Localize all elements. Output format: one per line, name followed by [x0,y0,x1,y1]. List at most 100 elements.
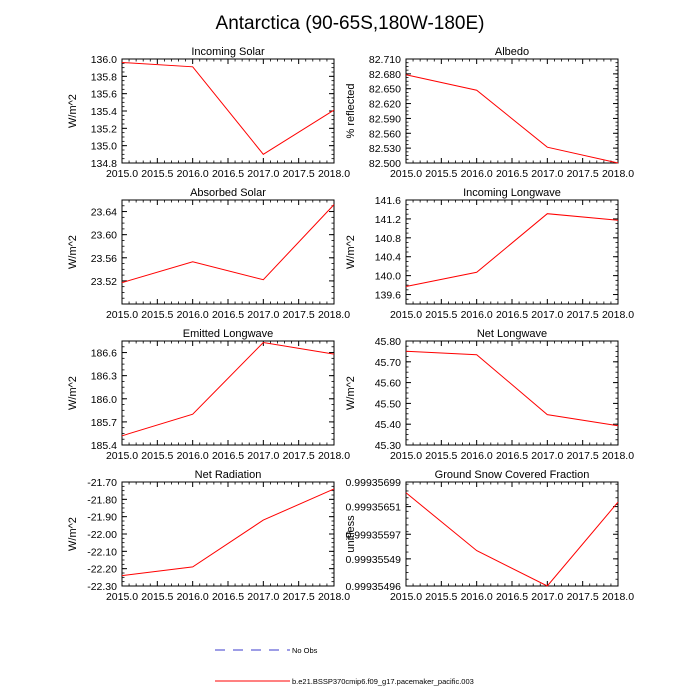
x-tick-label: 2017.0 [247,450,279,462]
y-tick-label: 0.99935597 [346,529,402,541]
x-tick-label: 2016.0 [177,450,209,462]
x-tick-label: 2015.0 [390,309,422,321]
plot-frame [121,199,335,305]
x-tick-label: 2017.5 [283,450,315,462]
y-tick-label: 135.8 [91,71,117,83]
x-tick-label: 2018.0 [318,450,350,462]
x-tick-label: 2015.5 [141,168,173,180]
x-tick-label: 2015.0 [390,450,422,462]
x-tick-label: 2016.0 [177,168,209,180]
x-tick-label: 2016.0 [177,591,209,603]
x-tick-label: 2016.5 [496,168,528,180]
x-tick-label: 2017.0 [531,168,563,180]
y-tick-label: 141.2 [375,214,401,226]
x-tick-label: 2018.0 [602,309,634,321]
y-tick-label: 82.650 [369,84,401,96]
series-line [405,74,619,164]
y-tick-label: 186.0 [91,394,117,406]
y-axis-label: W/m^2 [67,376,79,410]
y-tick-label: 140.0 [375,271,401,283]
x-tick-label: 2016.5 [496,309,528,321]
chart-panel-2: Albedo 2015.0 2015.5 2016.0 2016.5 2017.0 2017… [345,46,634,180]
x-tick-label: 2018.0 [602,450,634,462]
x-tick-label: 2016.5 [212,168,244,180]
y-tick-label: 0.99935496 [346,581,402,593]
x-tick-label: 2015.5 [425,309,457,321]
series-line [121,341,335,437]
chart-title: Emitted Longwave [183,328,274,340]
x-tick-label: 2015.5 [425,591,457,603]
y-tick-label: 135.6 [91,89,117,101]
legend-label-no-obs: No Obs [292,646,318,655]
y-axis-label: W/m^2 [67,94,79,128]
y-axis-label: % reflected [345,83,357,138]
y-tick-label: -21.70 [87,477,117,489]
page-title: Antarctica (90-65S,180W-180E) [216,13,485,34]
y-tick-label: 136.0 [91,54,117,66]
y-axis-label: W/m^2 [345,235,357,269]
plot-frame [405,58,619,164]
y-tick-label: -22.30 [87,581,117,593]
y-tick-label: 0.99935651 [346,502,402,514]
series-line [405,492,619,587]
x-tick-label: 2016.5 [212,591,244,603]
plot-frame [121,340,335,446]
y-tick-label: 45.50 [375,398,401,410]
y-tick-label: 134.8 [91,158,117,170]
plot-frame [405,481,619,587]
series-line [405,213,619,287]
legend: No Obs b.e21.BSSP370cmip6.f09_g17.pacema… [215,646,474,686]
y-axis-label: W/m^2 [345,376,357,410]
y-tick-label: 135.4 [91,106,117,118]
y-axis-label: W/m^2 [67,517,79,551]
y-tick-label: 82.710 [369,54,401,66]
y-tick-label: 135.2 [91,123,117,135]
x-tick-label: 2017.5 [567,450,599,462]
chart-title: Ground Snow Covered Fraction [435,469,590,481]
y-tick-label: 141.6 [375,195,401,207]
y-tick-label: 45.70 [375,357,401,369]
chart-title: Net Radiation [195,469,262,481]
x-tick-label: 2017.5 [283,168,315,180]
x-tick-label: 2018.0 [318,591,350,603]
y-tick-label: 45.60 [375,378,401,390]
y-tick-label: 23.64 [91,207,117,219]
y-tick-label: 82.500 [369,158,401,170]
plot-frame [405,340,619,446]
chart-title: Net Longwave [477,328,547,340]
x-tick-label: 2015.5 [141,309,173,321]
x-tick-label: 2017.0 [247,168,279,180]
x-tick-label: 2016.5 [496,450,528,462]
y-tick-label: -22.00 [87,529,117,541]
x-tick-label: 2017.5 [567,591,599,603]
chart-title: Absorbed Solar [190,187,266,199]
x-tick-label: 2016.0 [461,450,493,462]
y-tick-label: 186.6 [91,348,117,360]
chart-title: Incoming Solar [191,46,265,58]
x-tick-label: 2015.0 [106,450,138,462]
y-tick-label: 23.56 [91,253,117,265]
x-tick-label: 2017.0 [247,591,279,603]
legend-label-model: b.e21.BSSP370cmip6.f09_g17.pacemaker_pac… [292,677,474,686]
x-tick-label: 2016.5 [212,450,244,462]
chart-panel-8: Ground Snow Covered Fraction 2015.0 2015.5… [345,469,634,603]
series-line [405,350,619,427]
x-tick-label: 2016.0 [461,168,493,180]
chart-panel-5: Emitted Longwave 2015.0 2015.5 2016.0 2016.5… [67,328,350,462]
y-tick-label: -21.80 [87,494,117,506]
x-tick-label: 2018.0 [318,168,350,180]
x-tick-label: 2016.0 [461,591,493,603]
x-tick-label: 2015.5 [425,168,457,180]
y-tick-label: 23.52 [91,276,117,288]
series-line [121,204,335,284]
y-tick-label: 185.7 [91,417,117,429]
y-tick-label: 82.620 [369,99,401,111]
x-tick-label: 2017.0 [531,591,563,603]
x-tick-label: 2015.0 [106,168,138,180]
y-tick-label: 0.99935549 [346,554,402,566]
chart-title: Albedo [495,46,529,58]
